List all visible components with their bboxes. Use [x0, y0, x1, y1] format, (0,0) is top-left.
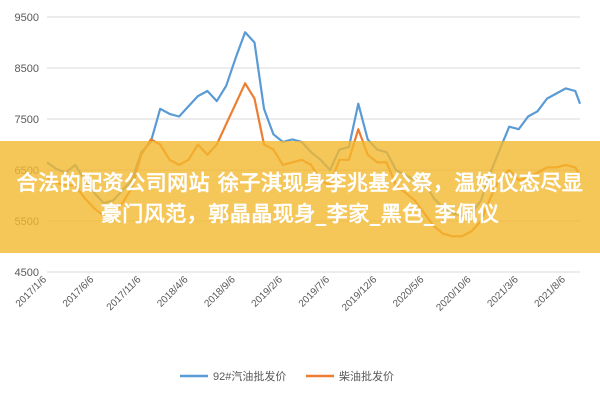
legend-label-1: 柴油批发价: [339, 369, 394, 383]
legend-label-0: 92#汽油批发价: [213, 369, 286, 383]
legend: 92#汽油批发价 柴油批发价: [180, 369, 394, 383]
x-tick-label: 2018/4/6: [155, 274, 191, 310]
x-tick-label: 2019/7/6: [297, 274, 333, 310]
headline-banner: 合法的配资公司网站 徐子淇现身李兆基公祭，温婉仪态尽显豪门风范，郭晶晶现身_李家…: [0, 141, 600, 253]
x-tick-label: 2021/8/6: [533, 274, 569, 310]
x-tick-label: 2019/12/6: [340, 274, 380, 314]
y-tick-label: 9500: [15, 12, 39, 24]
x-tick-label: 2021/3/6: [485, 274, 521, 310]
headline-text: 合法的配资公司网站 徐子淇现身李兆基公祭，温婉仪态尽显豪门风范，郭晶晶现身_李家…: [16, 171, 584, 226]
y-tick-label: 7500: [15, 114, 39, 126]
x-axis: 2017/1/6 2017/6/6 2017/11/6 2018/4/6 2018/9/…: [14, 274, 568, 314]
x-tick-label: 2020/10/6: [434, 274, 474, 314]
x-tick-label: 2019/2/6: [250, 274, 286, 310]
x-tick-label: 2020/5/6: [391, 274, 427, 310]
x-tick-label: 2017/1/6: [14, 274, 50, 310]
x-tick-label: 2017/11/6: [105, 274, 144, 313]
x-tick-label: 2018/9/6: [202, 274, 238, 310]
y-tick-label: 4500: [15, 267, 39, 279]
y-tick-label: 8500: [15, 63, 39, 75]
x-tick-label: 2017/6/6: [61, 274, 97, 310]
